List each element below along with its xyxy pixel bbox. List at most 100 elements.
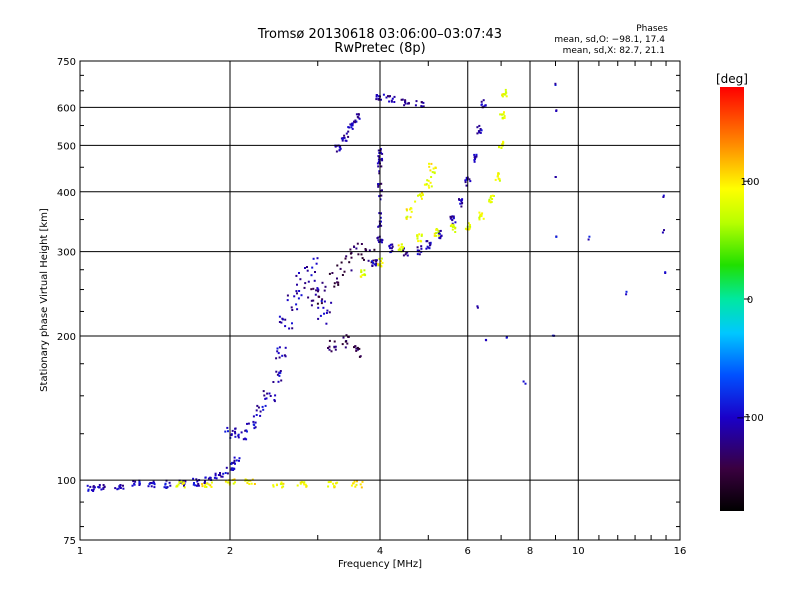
data-point bbox=[348, 126, 351, 129]
data-point bbox=[256, 404, 259, 407]
data-point bbox=[321, 281, 324, 284]
data-point bbox=[87, 489, 90, 492]
data-point bbox=[359, 483, 362, 486]
data-point bbox=[281, 354, 284, 357]
data-point bbox=[233, 456, 236, 459]
data-point bbox=[498, 146, 500, 149]
data-point bbox=[454, 231, 457, 233]
chart-title: Tromsø 20130618 03:06:00–03:07:43 bbox=[257, 27, 502, 42]
data-point bbox=[215, 477, 218, 480]
data-point bbox=[402, 249, 404, 252]
data-point bbox=[246, 422, 248, 425]
data-point bbox=[251, 478, 254, 481]
data-point bbox=[404, 100, 407, 103]
data-point bbox=[554, 84, 557, 86]
data-point bbox=[381, 152, 384, 155]
data-point bbox=[501, 116, 504, 119]
data-point bbox=[452, 215, 455, 218]
grid-lines bbox=[80, 61, 680, 540]
data-point bbox=[204, 484, 207, 487]
data-point bbox=[317, 295, 320, 298]
data-point bbox=[90, 489, 93, 492]
data-point bbox=[249, 479, 252, 482]
data-point bbox=[467, 228, 470, 231]
data-point bbox=[300, 481, 303, 483]
data-point bbox=[378, 156, 381, 159]
data-point bbox=[405, 217, 408, 220]
data-point bbox=[380, 182, 383, 185]
data-point bbox=[278, 346, 281, 349]
data-point bbox=[195, 478, 198, 481]
data-point bbox=[244, 478, 247, 481]
data-point bbox=[358, 117, 361, 120]
data-point bbox=[316, 257, 319, 260]
data-point bbox=[403, 104, 406, 107]
data-point bbox=[416, 237, 419, 240]
data-point bbox=[663, 229, 665, 232]
data-point bbox=[303, 481, 306, 484]
data-point bbox=[375, 98, 378, 101]
data-point bbox=[359, 355, 362, 358]
data-point bbox=[323, 300, 326, 303]
data-point bbox=[317, 288, 320, 291]
data-point bbox=[431, 171, 434, 174]
data-point bbox=[377, 239, 380, 242]
data-point bbox=[209, 476, 212, 479]
data-point bbox=[233, 467, 236, 470]
data-point bbox=[405, 251, 408, 254]
data-point bbox=[340, 261, 343, 264]
data-point bbox=[454, 226, 457, 229]
data-point bbox=[240, 431, 243, 434]
data-point bbox=[473, 159, 476, 161]
data-point bbox=[356, 480, 358, 483]
data-point bbox=[377, 155, 380, 158]
data-point bbox=[278, 356, 281, 359]
data-point bbox=[102, 484, 105, 486]
data-point bbox=[153, 482, 156, 484]
data-point bbox=[378, 212, 381, 215]
data-point bbox=[468, 178, 471, 181]
data-point bbox=[478, 216, 481, 219]
data-point bbox=[351, 127, 354, 130]
data-point bbox=[344, 340, 347, 343]
data-point bbox=[473, 160, 476, 163]
data-point bbox=[374, 259, 377, 262]
data-point bbox=[484, 104, 487, 107]
phases-heading: Phases bbox=[636, 24, 668, 34]
data-point bbox=[361, 480, 364, 483]
data-point bbox=[221, 475, 224, 478]
data-point bbox=[393, 101, 396, 103]
data-point bbox=[420, 245, 423, 248]
data-point bbox=[505, 91, 508, 94]
data-point bbox=[389, 247, 392, 250]
data-point bbox=[344, 346, 347, 349]
data-point bbox=[207, 483, 210, 486]
data-point bbox=[498, 178, 501, 181]
data-point bbox=[377, 149, 380, 152]
data-point bbox=[367, 259, 370, 262]
data-point bbox=[246, 481, 249, 484]
data-point bbox=[440, 234, 443, 237]
data-point bbox=[378, 172, 381, 175]
data-point bbox=[421, 191, 423, 194]
data-point bbox=[328, 311, 331, 314]
data-point bbox=[555, 110, 558, 112]
data-point bbox=[265, 397, 268, 400]
axes: 1 2 4 6 8 10 16 75 100 200 300 400 500 600 750 bbox=[57, 57, 686, 557]
data-point bbox=[217, 474, 220, 476]
data-point bbox=[163, 486, 166, 489]
data-point bbox=[418, 233, 421, 236]
data-point bbox=[350, 269, 353, 272]
data-point bbox=[371, 264, 374, 267]
data-points bbox=[86, 82, 667, 492]
data-point bbox=[404, 99, 407, 102]
data-point bbox=[264, 397, 267, 400]
data-point bbox=[459, 202, 462, 205]
data-point bbox=[138, 481, 141, 484]
data-point bbox=[275, 483, 278, 486]
data-point bbox=[387, 95, 389, 98]
data-point bbox=[492, 195, 495, 197]
data-point bbox=[233, 478, 236, 481]
data-point bbox=[501, 143, 504, 146]
colorbar-tick-label: 100 bbox=[740, 177, 759, 188]
